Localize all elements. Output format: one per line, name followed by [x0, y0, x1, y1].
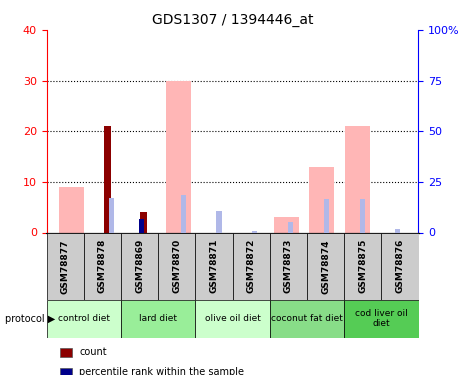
Text: GSM78871: GSM78871: [209, 239, 219, 293]
Bar: [217, 211, 221, 232]
Text: coconut fat diet: coconut fat diet: [271, 314, 343, 323]
Bar: [344, 300, 419, 338]
Text: cod liver oil
diet: cod liver oil diet: [355, 309, 408, 328]
Text: GSM78875: GSM78875: [358, 239, 367, 293]
Text: GSM78872: GSM78872: [246, 239, 256, 293]
Text: protocol ▶: protocol ▶: [5, 314, 55, 324]
Bar: [121, 232, 158, 300]
Bar: [181, 195, 186, 232]
Bar: [104, 126, 111, 232]
Bar: [307, 232, 344, 300]
Bar: [324, 199, 329, 232]
Text: GSM78870: GSM78870: [172, 239, 181, 293]
Bar: [46, 300, 121, 338]
Text: GSM78876: GSM78876: [395, 239, 405, 293]
Bar: [270, 232, 307, 300]
Text: GSM78873: GSM78873: [284, 239, 293, 293]
Bar: [309, 166, 334, 232]
Text: GSM78874: GSM78874: [321, 239, 330, 294]
Text: lard diet: lard diet: [139, 314, 177, 323]
Text: GSM78869: GSM78869: [135, 239, 144, 293]
Text: GDS1307 / 1394446_at: GDS1307 / 1394446_at: [152, 13, 313, 27]
Bar: [195, 232, 232, 300]
Bar: [84, 232, 121, 300]
Bar: [252, 231, 257, 232]
Text: GSM78877: GSM78877: [60, 239, 70, 294]
Bar: [395, 230, 400, 232]
Bar: [232, 232, 270, 300]
Text: count: count: [79, 347, 106, 357]
Bar: [60, 348, 72, 357]
Bar: [158, 232, 195, 300]
Bar: [121, 300, 195, 338]
Bar: [109, 198, 114, 232]
Bar: [140, 212, 146, 232]
Bar: [59, 187, 84, 232]
Text: control diet: control diet: [58, 314, 110, 323]
Text: olive oil diet: olive oil diet: [205, 314, 260, 323]
Bar: [270, 300, 344, 338]
Bar: [273, 217, 299, 232]
Bar: [345, 126, 370, 232]
Bar: [140, 219, 144, 232]
Bar: [166, 81, 192, 232]
Bar: [60, 368, 72, 375]
Bar: [288, 222, 293, 232]
Bar: [344, 232, 381, 300]
Bar: [381, 232, 418, 300]
Bar: [195, 300, 270, 338]
Text: percentile rank within the sample: percentile rank within the sample: [79, 368, 244, 375]
Text: GSM78878: GSM78878: [98, 239, 107, 293]
Bar: [359, 199, 365, 232]
Bar: [46, 232, 84, 300]
